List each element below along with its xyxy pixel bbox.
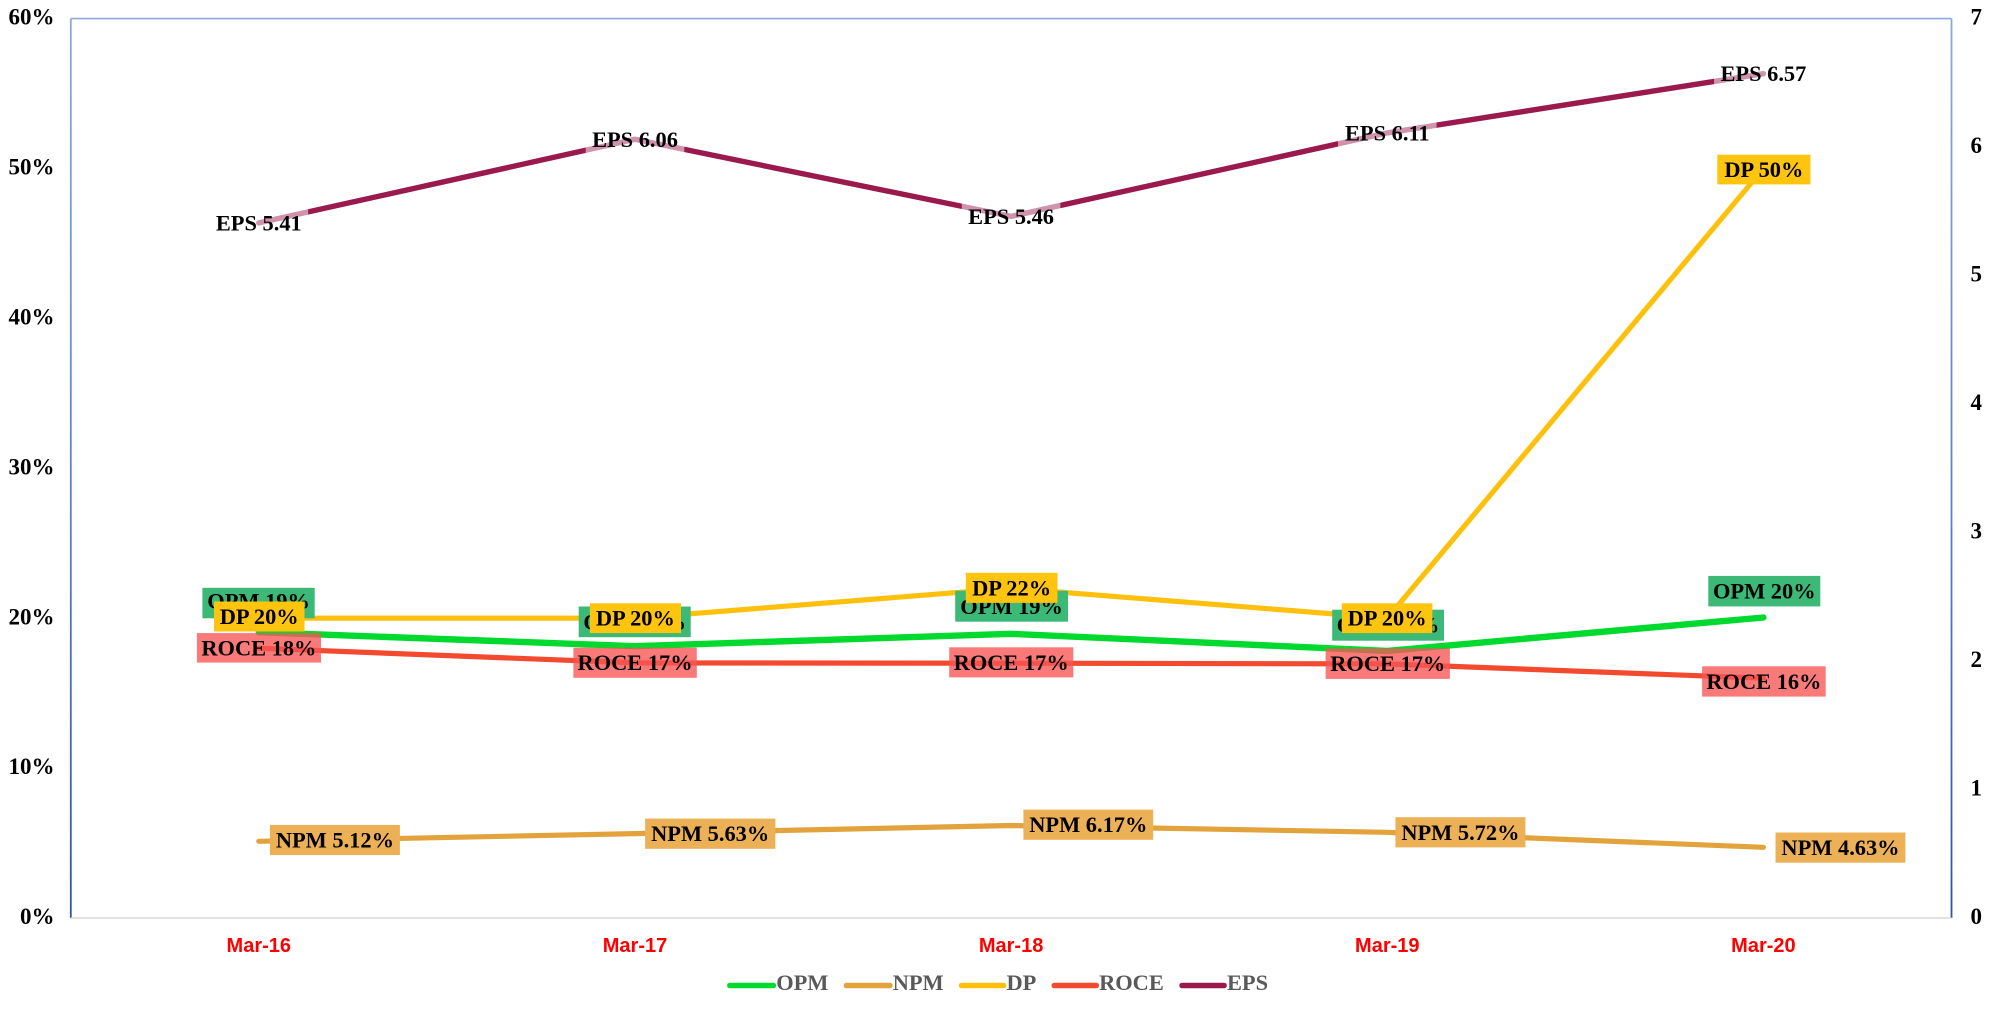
svg-text:EPS 5.46: EPS 5.46 xyxy=(968,204,1054,229)
svg-text:ROCE: ROCE xyxy=(1099,970,1164,995)
svg-text:EPS 5.41: EPS 5.41 xyxy=(216,210,302,235)
svg-text:10%: 10% xyxy=(9,754,55,779)
svg-text:EPS 6.57: EPS 6.57 xyxy=(1720,61,1806,86)
svg-text:NPM: NPM xyxy=(893,970,944,995)
svg-text:6: 6 xyxy=(1971,133,1983,158)
svg-text:5: 5 xyxy=(1971,262,1983,287)
svg-text:2: 2 xyxy=(1971,647,1983,672)
svg-text:Mar-16: Mar-16 xyxy=(227,935,291,957)
svg-text:DP 22%: DP 22% xyxy=(972,575,1051,600)
svg-text:0%: 0% xyxy=(20,904,55,929)
svg-text:ROCE 17%: ROCE 17% xyxy=(578,650,693,675)
svg-text:20%: 20% xyxy=(9,604,55,629)
svg-text:OPM: OPM xyxy=(776,970,828,995)
svg-text:0: 0 xyxy=(1971,904,1983,929)
svg-text:3: 3 xyxy=(1971,519,1983,544)
svg-text:EPS 6.06: EPS 6.06 xyxy=(592,127,678,152)
svg-text:EPS: EPS xyxy=(1227,970,1268,995)
svg-text:4: 4 xyxy=(1971,390,1983,415)
svg-text:30%: 30% xyxy=(9,454,55,479)
svg-text:OPM 20%: OPM 20% xyxy=(1713,579,1816,604)
svg-text:NPM 6.17%: NPM 6.17% xyxy=(1029,812,1147,837)
svg-text:EPS 6.11: EPS 6.11 xyxy=(1345,120,1430,145)
svg-text:ROCE 17%: ROCE 17% xyxy=(954,650,1069,675)
svg-text:NPM 5.63%: NPM 5.63% xyxy=(651,821,769,846)
svg-text:DP 50%: DP 50% xyxy=(1724,157,1803,182)
svg-text:DP 20%: DP 20% xyxy=(596,606,675,631)
svg-text:Mar-17: Mar-17 xyxy=(603,935,667,957)
svg-text:Mar-19: Mar-19 xyxy=(1355,935,1419,957)
svg-text:ROCE 18%: ROCE 18% xyxy=(201,635,316,660)
svg-text:NPM 5.72%: NPM 5.72% xyxy=(1401,820,1519,845)
svg-text:NPM 4.63%: NPM 4.63% xyxy=(1781,835,1899,860)
svg-text:DP: DP xyxy=(1007,970,1037,995)
svg-text:50%: 50% xyxy=(9,155,55,180)
svg-text:DP 20%: DP 20% xyxy=(220,604,299,629)
svg-text:1: 1 xyxy=(1971,776,1983,801)
svg-text:40%: 40% xyxy=(9,305,55,330)
svg-text:ROCE 17%: ROCE 17% xyxy=(1330,651,1445,676)
svg-text:DP 20%: DP 20% xyxy=(1348,606,1427,631)
svg-text:Mar-20: Mar-20 xyxy=(1731,935,1795,957)
svg-text:60%: 60% xyxy=(9,5,55,30)
svg-text:ROCE 16%: ROCE 16% xyxy=(1706,669,1821,694)
svg-text:7: 7 xyxy=(1971,5,1983,30)
svg-text:NPM 5.12%: NPM 5.12% xyxy=(276,828,394,853)
svg-text:Mar-18: Mar-18 xyxy=(979,935,1043,957)
